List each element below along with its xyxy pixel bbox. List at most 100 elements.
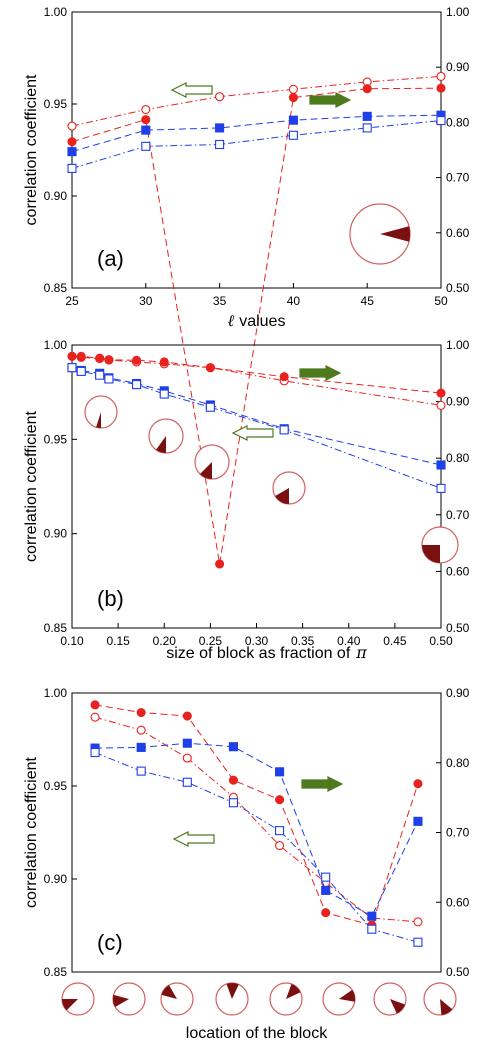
chart-2-series-3-point-0: [90, 747, 100, 758]
chart-0-ylabel: correlation coefficient: [23, 74, 40, 225]
chart-1-series-3-point-5: [159, 389, 169, 399]
chart-2-series-1-point-1: [136, 707, 146, 718]
chart-2-ytick-left-label: 1.00: [44, 686, 68, 700]
chart-2-series-2: [90, 738, 423, 921]
chart-2-series-3: [90, 747, 423, 947]
chart-2-arrow-left: [172, 831, 215, 847]
chart-0-xtick-label: 35: [213, 294, 227, 308]
chart-1-arrow-right: [299, 365, 342, 381]
chart-1-xtick-label: 0.50: [429, 634, 453, 648]
chart-2-series-2-point-6: [367, 911, 377, 921]
chart-0-series-1-point-5: [436, 83, 446, 93]
chart-2-series-1-point-2: [182, 711, 192, 721]
chart-0-series-1-line: [71, 87, 442, 565]
chart-2-panel-label: (c): [97, 930, 123, 955]
chart-1-series-3-point-4: [132, 380, 142, 390]
chart-0-xtick-label: 45: [361, 294, 375, 308]
chart-0-ytick-right-label: 0.60: [446, 226, 470, 240]
chart-1-xlabel-symbol: π: [355, 643, 367, 662]
chart-0-series-2-line: [71, 114, 442, 153]
chart-2-ytick-right-label: 0.50: [446, 965, 470, 979]
chart-0-ytick-left-label: 0.90: [44, 189, 68, 203]
chart-1-series-3-point-8: [436, 483, 446, 493]
chart-1-ytick-left-label: 0.95: [44, 432, 68, 446]
chart-2-series-1-line: [94, 704, 419, 926]
chart-1-series-3-point-7: [279, 425, 289, 435]
chart-2-series-3-point-5: [321, 872, 331, 882]
chart-0-series-3-point-5: [436, 116, 446, 126]
chart-2-ytick-left-label: 0.85: [44, 965, 68, 979]
chart-1-ytick-right-label: 1.00: [446, 338, 470, 352]
chart-1-series-1-point-6: [205, 363, 215, 373]
chart-2-series-1-point-3: [228, 775, 238, 785]
chart-1-inset-pie-3-wedge: [275, 488, 289, 504]
chart-1-ytick-right-label: 0.80: [446, 451, 470, 465]
chart-1-ytick-left-label: 1.00: [44, 338, 68, 352]
chart-0-series-0-point-3: [288, 84, 298, 94]
chart-0-series-0-point-0: [67, 121, 77, 131]
chart-2-series-1-point-4: [275, 795, 285, 805]
chart-2-ytick-left-label: 0.95: [44, 779, 68, 793]
chart-2-location-icon-0-wedge: [62, 999, 78, 1011]
chart-1-xlabel: size of block as fraction of π: [166, 643, 367, 662]
chart-0-series-0-line: [71, 75, 442, 127]
chart-0-inset-pie: [349, 203, 411, 265]
chart-2-series-1-point-0: [90, 700, 100, 710]
chart-0-series-0-point-5: [436, 71, 446, 81]
chart-0-series-2-point-2: [215, 123, 225, 133]
chart-1-xtick-label: 0.15: [106, 634, 130, 648]
chart-2-ytick-right-label: 0.80: [446, 756, 470, 770]
chart-2-ytick-right-label: 0.90: [446, 686, 470, 700]
chart-2-location-icon-7: [423, 982, 457, 1016]
chart-2-location-icon-0: [61, 982, 95, 1016]
chart-2-series-0-point-1: [136, 725, 146, 735]
chart-0-series-1: [67, 83, 446, 569]
chart-1-inset-pie-4: [421, 526, 459, 564]
chart-1-ylabel: correlation coefficient: [23, 411, 40, 562]
chart-0-series-3: [67, 116, 446, 173]
chart-1-ytick-right-label: 0.60: [446, 564, 470, 578]
chart-2-series-0-point-2: [182, 753, 192, 763]
chart-2-location-icon-1-wedge: [113, 994, 129, 1007]
chart-1-xtick-label: 0.25: [199, 634, 223, 648]
chart-2-location-icon-2: [160, 982, 194, 1016]
chart-0-ytick-right-label: 0.80: [446, 115, 470, 129]
chart-1-xtick-label: 0.35: [291, 634, 315, 648]
chart-2-ytick-right-label: 0.60: [446, 895, 470, 909]
chart-1-xlabel-text: size of block as fraction of: [166, 645, 351, 662]
chart-1-arrow-left: [231, 425, 274, 441]
chart-2-series-2-point-7: [413, 816, 423, 826]
chart-2-series-3-point-3: [228, 798, 238, 808]
chart-0-series-1-point-3: [288, 93, 298, 103]
chart-1-inset-pie-1-wedge: [156, 436, 166, 453]
chart-0-xtick-label: 50: [434, 294, 448, 308]
chart-2-series-1-point-7: [413, 779, 423, 789]
chart-1-series-3-point-0: [67, 363, 77, 373]
chart-1-series-1-point-4: [132, 355, 142, 365]
chart-0-ytick-left-label: 0.85: [44, 281, 68, 295]
chart-0-xlabel: ℓ values: [228, 311, 286, 330]
chart-0-ytick-right-label: 0.70: [446, 171, 470, 185]
chart-2-series-1: [90, 700, 423, 930]
chart-0-xtick-label: 30: [139, 294, 153, 308]
chart-1-ytick-right-label: 0.90: [446, 395, 470, 409]
chart-1-series-0-point-8: [436, 400, 446, 410]
chart-0-series-3-line: [71, 120, 442, 169]
chart-1-series-3-point-2: [95, 370, 105, 380]
chart-0-ytick-left-label: 1.00: [44, 5, 68, 19]
chart-2-location-icon-5-wedge: [339, 989, 356, 1002]
chart-2-location-icon-6: [373, 982, 407, 1016]
chart-2-series-1-point-5: [321, 908, 331, 918]
chart-0-arrow-right: [309, 92, 352, 108]
chart-1-series-2-line: [71, 367, 442, 466]
chart-1-xtick-label: 0.30: [245, 634, 269, 648]
chart-0-series-2-point-4: [362, 111, 372, 121]
chart-0-ytick-left-label: 0.95: [44, 97, 68, 111]
chart-2-location-icon-3-wedge: [226, 982, 239, 999]
chart-0-xtick-label: 40: [287, 294, 301, 308]
chart-1-inset-pie-4-wedge: [422, 545, 440, 563]
chart-0-series-1-point-2: [215, 559, 225, 569]
chart-1-inset-pie-3: [272, 471, 306, 505]
chart-0-xlabel-text: values: [239, 313, 285, 330]
